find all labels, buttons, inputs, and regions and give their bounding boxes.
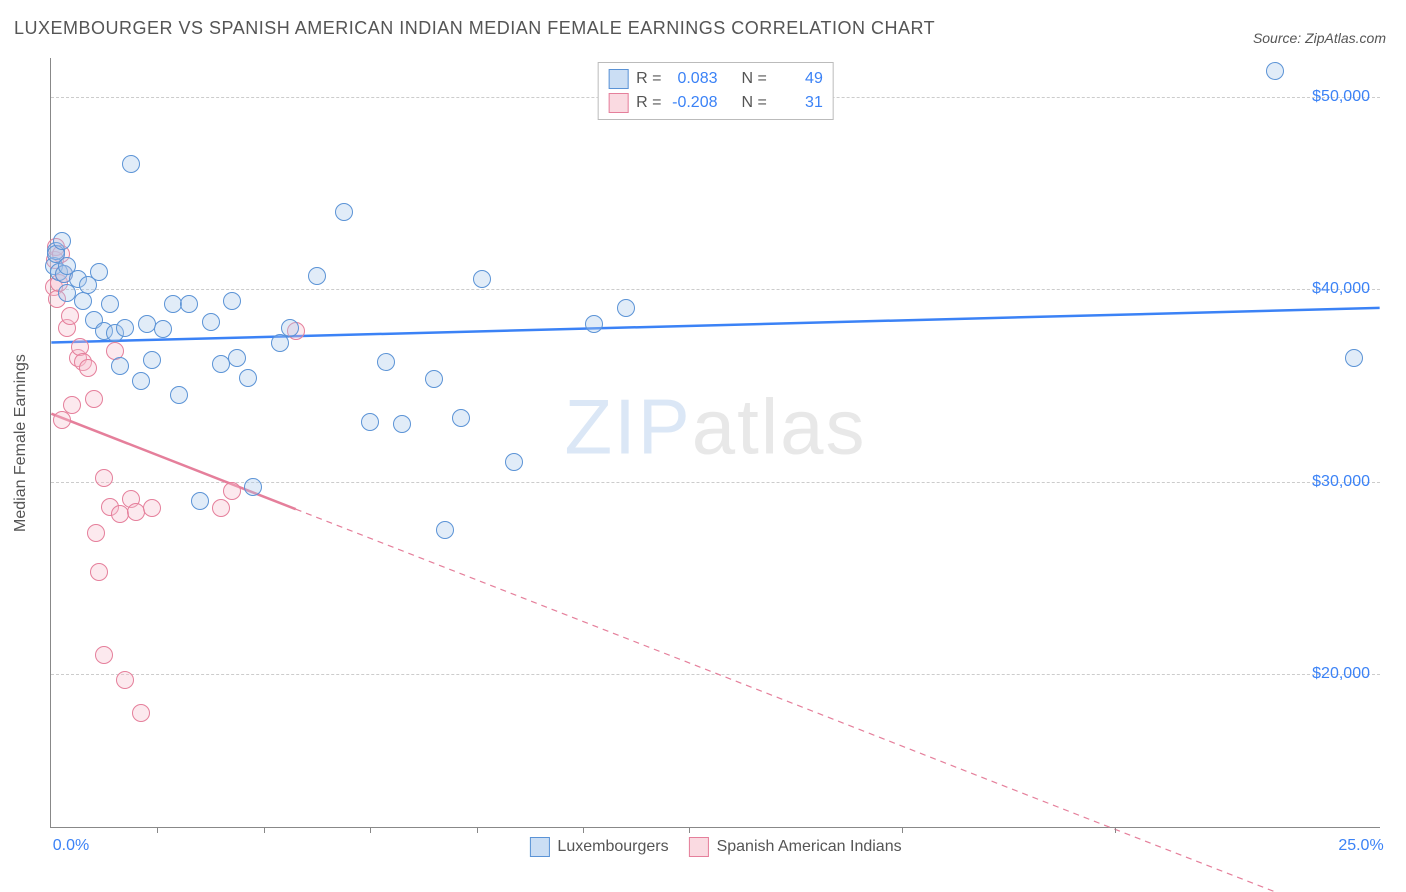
scatter-point — [116, 319, 134, 337]
scatter-point — [101, 295, 119, 313]
scatter-point — [90, 563, 108, 581]
watermark: ZIPatlas — [564, 382, 866, 473]
xtick-mark — [370, 827, 371, 833]
scatter-point — [212, 499, 230, 517]
scatter-point — [585, 315, 603, 333]
chart-title: LUXEMBOURGER VS SPANISH AMERICAN INDIAN … — [14, 18, 935, 39]
trendline — [296, 509, 1380, 892]
correlation-legend-row-spa: R = -0.208 N = 31 — [608, 91, 823, 115]
trendlines — [51, 58, 1380, 827]
watermark-zip: ZIP — [564, 383, 691, 471]
n-label: N = — [742, 70, 767, 88]
scatter-point — [228, 349, 246, 367]
scatter-point — [63, 396, 81, 414]
xtick-mark — [902, 827, 903, 833]
gridline — [51, 289, 1380, 290]
scatter-point — [116, 671, 134, 689]
scatter-point — [170, 386, 188, 404]
scatter-point — [85, 390, 103, 408]
legend-swatch-spa-icon — [689, 837, 709, 857]
scatter-point — [223, 292, 241, 310]
scatter-point — [95, 646, 113, 664]
gridline — [51, 674, 1380, 675]
scatter-point — [361, 413, 379, 431]
scatter-point — [90, 263, 108, 281]
scatter-point — [143, 499, 161, 517]
scatter-point — [191, 492, 209, 510]
scatter-point — [53, 232, 71, 250]
scatter-point — [425, 370, 443, 388]
xtick-label: 25.0% — [1338, 837, 1383, 855]
legend-swatch-lux — [608, 69, 628, 89]
source-attribution: Source: ZipAtlas.com — [1253, 30, 1386, 46]
scatter-point — [1345, 349, 1363, 367]
watermark-atlas: atlas — [692, 383, 867, 471]
trendline — [51, 414, 295, 510]
scatter-point — [87, 524, 105, 542]
legend-swatch-spa — [608, 93, 628, 113]
scatter-point — [271, 334, 289, 352]
scatter-point — [281, 319, 299, 337]
scatter-point — [617, 299, 635, 317]
series-legend: Luxembourgers Spanish American Indians — [529, 837, 901, 857]
scatter-point — [393, 415, 411, 433]
xtick-mark — [1115, 827, 1116, 833]
xtick-label: 0.0% — [53, 837, 89, 855]
ytick-label: $30,000 — [1312, 473, 1370, 491]
scatter-point — [202, 313, 220, 331]
scatter-point — [244, 478, 262, 496]
r-label: R = — [636, 94, 661, 112]
correlation-legend-row-lux: R = 0.083 N = 49 — [608, 67, 823, 91]
scatter-point — [95, 469, 113, 487]
xtick-mark — [689, 827, 690, 833]
xtick-mark — [264, 827, 265, 833]
legend-item-lux: Luxembourgers — [529, 837, 668, 857]
r-value-spa: -0.208 — [670, 94, 718, 112]
legend-label-spa: Spanish American Indians — [717, 838, 902, 856]
scatter-point — [74, 292, 92, 310]
scatter-point — [79, 359, 97, 377]
xtick-mark — [157, 827, 158, 833]
scatter-point — [122, 155, 140, 173]
xtick-mark — [477, 827, 478, 833]
scatter-point — [61, 307, 79, 325]
r-label: R = — [636, 70, 661, 88]
scatter-point — [111, 357, 129, 375]
scatter-point — [53, 411, 71, 429]
y-axis-label: Median Female Earnings — [12, 354, 30, 532]
n-value-lux: 49 — [775, 70, 823, 88]
scatter-point — [1266, 62, 1284, 80]
plot-area: Median Female Earnings ZIPatlas R = 0.08… — [50, 58, 1380, 828]
scatter-point — [473, 270, 491, 288]
scatter-point — [180, 295, 198, 313]
scatter-point — [239, 369, 257, 387]
scatter-point — [132, 372, 150, 390]
legend-item-spa: Spanish American Indians — [689, 837, 902, 857]
n-label: N = — [742, 94, 767, 112]
ytick-label: $20,000 — [1312, 665, 1370, 683]
legend-swatch-lux-icon — [529, 837, 549, 857]
scatter-point — [223, 482, 241, 500]
legend-label-lux: Luxembourgers — [557, 838, 668, 856]
xtick-mark — [583, 827, 584, 833]
scatter-point — [436, 521, 454, 539]
scatter-point — [335, 203, 353, 221]
ytick-label: $50,000 — [1312, 88, 1370, 106]
ytick-label: $40,000 — [1312, 280, 1370, 298]
correlation-legend: R = 0.083 N = 49 R = -0.208 N = 31 — [597, 62, 834, 120]
r-value-lux: 0.083 — [670, 70, 718, 88]
scatter-point — [377, 353, 395, 371]
scatter-point — [452, 409, 470, 427]
scatter-point — [505, 453, 523, 471]
scatter-point — [132, 704, 150, 722]
scatter-point — [308, 267, 326, 285]
scatter-point — [143, 351, 161, 369]
n-value-spa: 31 — [775, 94, 823, 112]
scatter-point — [154, 320, 172, 338]
trendline — [51, 308, 1379, 343]
